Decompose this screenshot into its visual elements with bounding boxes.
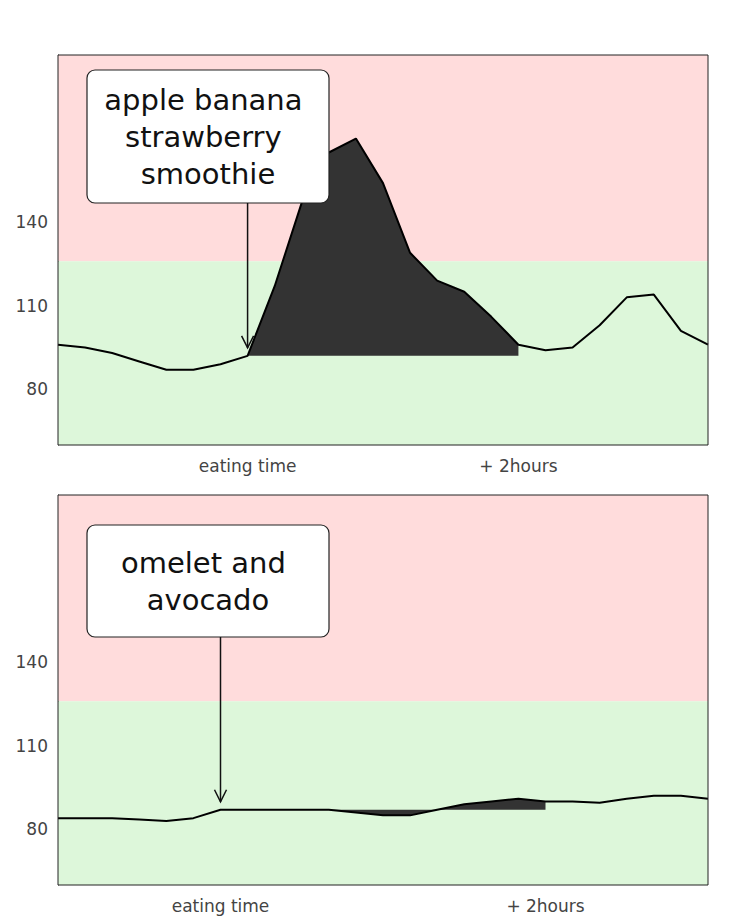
svg-text:140: 140 <box>16 652 48 672</box>
svg-text:avocado: avocado <box>147 583 270 617</box>
svg-text:80: 80 <box>26 379 48 399</box>
svg-text:eating time: eating time <box>199 456 297 476</box>
svg-text:eating time: eating time <box>172 896 270 916</box>
svg-text:strawberry: strawberry <box>125 120 291 154</box>
svg-text:80: 80 <box>26 819 48 839</box>
svg-text:110: 110 <box>16 296 48 316</box>
svg-text:omelet and: omelet and <box>121 546 295 580</box>
svg-text:+ 2hours: + 2hours <box>506 896 584 916</box>
svg-text:140: 140 <box>16 212 48 232</box>
svg-text:apple banana: apple banana <box>104 83 311 117</box>
svg-text:+ 2hours: + 2hours <box>479 456 557 476</box>
svg-text:110: 110 <box>16 736 48 756</box>
svg-text:smoothie: smoothie <box>141 157 276 191</box>
